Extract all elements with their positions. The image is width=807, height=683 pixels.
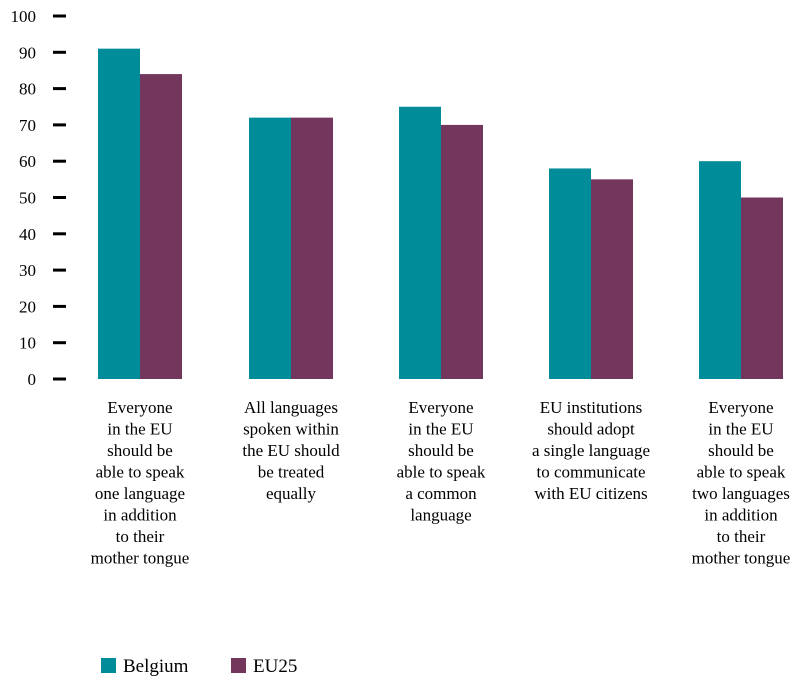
y-tick-label: 70 (19, 116, 36, 135)
category-label-line: Everyone (408, 398, 473, 417)
category-label: EU institutions should adopt a single lang… (532, 398, 650, 503)
category-label-line: to their (116, 527, 165, 546)
category-label-line: able to speak (96, 463, 185, 482)
category-label-line: in the EU (107, 420, 172, 439)
category-label-line: Everyone (107, 398, 172, 417)
category-label-line: mother tongue (91, 549, 190, 568)
category-label-line: in the EU (408, 420, 473, 439)
category-label-line: should be (708, 441, 774, 460)
bar-belgium (98, 48, 140, 380)
legend-swatch-belgium (101, 658, 116, 673)
bar-belgium (399, 106, 441, 379)
bar-belgium (699, 161, 741, 379)
bar-eu25 (441, 124, 483, 380)
bar-eu25 (591, 179, 633, 379)
bar-eu25 (140, 74, 182, 379)
category-label-line: should adopt (547, 420, 635, 439)
y-tick-label: 50 (19, 189, 36, 208)
y-tick-label: 90 (19, 43, 36, 62)
y-tick-label: 60 (19, 152, 36, 171)
category-label-line: with EU citizens (534, 484, 647, 503)
category-label: Everyone in the EU should be able to speak t… (692, 398, 791, 568)
category-label-line: All languages (244, 398, 338, 417)
category-label-line: a common (405, 484, 477, 503)
category-label-line: in addition (103, 506, 177, 525)
y-tick-label: 100 (11, 7, 37, 26)
category-label-line: language (410, 506, 471, 525)
category-label-line: should be (107, 441, 173, 460)
category-label-line: in addition (704, 506, 778, 525)
category-label-line: should be (408, 441, 474, 460)
bar-belgium (549, 168, 591, 379)
category-label-line: be treated (258, 463, 325, 482)
category-label-line: the EU should (242, 441, 340, 460)
category-label: All languages spoken within the EU should b… (242, 398, 340, 503)
category-label-line: to communicate (536, 463, 645, 482)
category-label-line: Everyone (708, 398, 773, 417)
legend-label-belgium: Belgium (123, 656, 189, 677)
category-label-line: two languages (692, 484, 790, 503)
category-label-line: in the EU (708, 420, 773, 439)
category-label-line: spoken within (243, 420, 339, 439)
bar-eu25 (291, 117, 333, 379)
category-label-line: one language (95, 484, 185, 503)
y-tick-label: 20 (19, 297, 36, 316)
category-label-line: to their (717, 527, 766, 546)
y-axis: 0 10 20 30 40 50 60 70 80 90 100 (11, 7, 66, 389)
legend-label-eu25: EU25 (253, 656, 297, 677)
y-tick-label: 0 (28, 370, 37, 389)
category-label-line: mother tongue (692, 549, 791, 568)
category-label-line: able to speak (697, 463, 786, 482)
category-label-line: a single language (532, 441, 650, 460)
category-label-line: equally (266, 484, 317, 503)
y-tick-label: 40 (19, 225, 36, 244)
bars (98, 48, 783, 380)
bar-belgium (249, 117, 291, 379)
y-tick-label: 10 (19, 334, 36, 353)
x-axis-labels: Everyone in the EU should be able to speak o… (91, 398, 791, 568)
category-label: Everyone in the EU should be able to speak a… (397, 398, 486, 525)
legend-swatch-eu25 (231, 658, 246, 673)
bar-eu25 (741, 197, 783, 379)
category-label: Everyone in the EU should be able to speak o… (91, 398, 190, 568)
category-label-line: EU institutions (540, 398, 642, 417)
category-label-line: able to speak (397, 463, 486, 482)
legend: Belgium EU25 (101, 656, 297, 677)
y-tick-label: 80 (19, 80, 36, 99)
y-tick-label: 30 (19, 261, 36, 280)
